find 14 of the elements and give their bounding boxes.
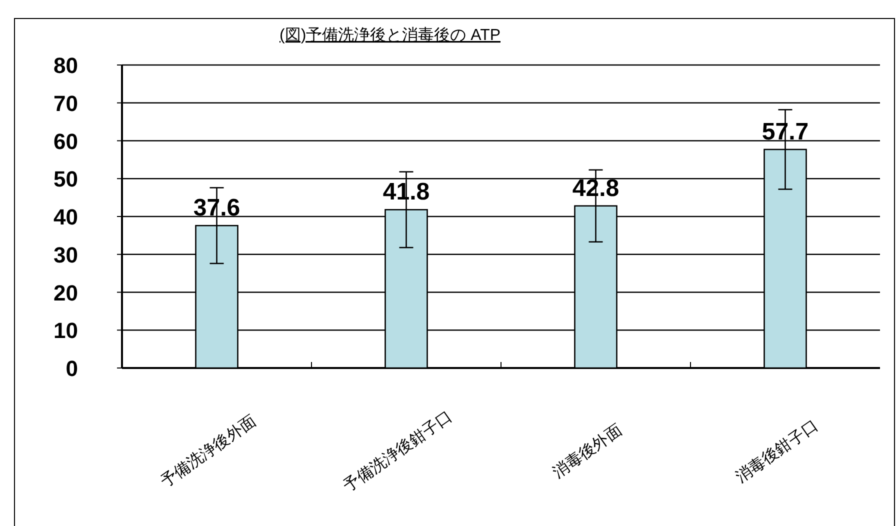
y-tick-label: 50: [54, 166, 78, 192]
y-tick-label: 20: [54, 280, 78, 306]
x-tick-label: 消毒後外面: [549, 421, 626, 482]
x-tick-label: 消毒後鉗子口: [732, 416, 822, 486]
x-tick-label: 予備洗浄後外面: [157, 412, 260, 491]
y-tick-label: 60: [54, 128, 78, 154]
y-tick-label: 80: [54, 53, 78, 78]
y-tick-label: 0: [66, 356, 78, 381]
x-tick-label: 予備洗浄後鉗子口: [340, 407, 456, 496]
y-tick-label: 70: [54, 90, 78, 116]
chart-title: (図)予備洗浄後と消毒後の ATP: [279, 26, 501, 44]
y-tick-label: 10: [54, 318, 78, 344]
y-tick-label: 30: [54, 242, 78, 268]
y-tick-label: 40: [54, 204, 78, 230]
